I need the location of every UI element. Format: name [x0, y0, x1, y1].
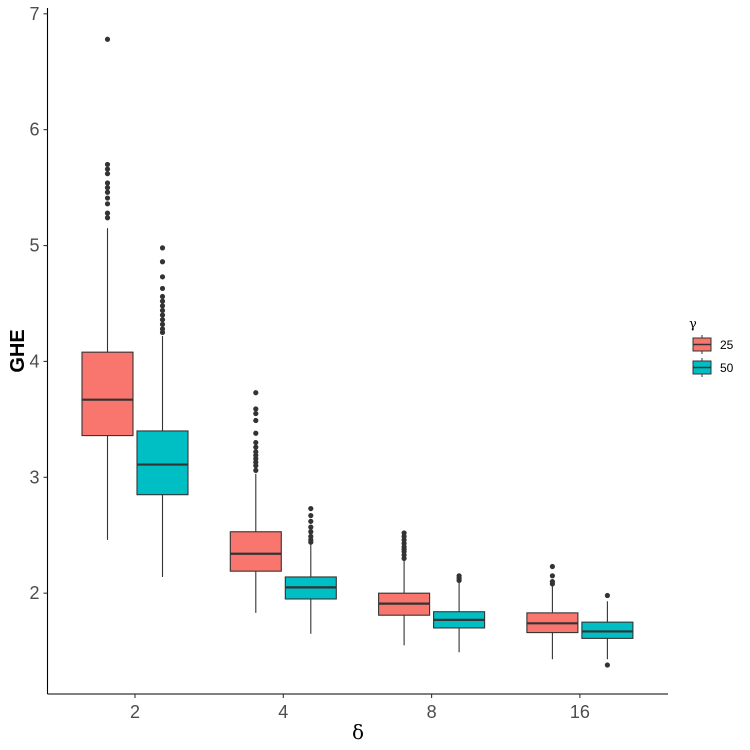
outlier-point: [308, 533, 314, 540]
outlier-point: [308, 505, 314, 512]
x-tick-label: 8: [427, 702, 437, 722]
outlier-point: [159, 321, 166, 327]
outlier-point: [253, 410, 259, 417]
outlier-point: [159, 245, 166, 251]
y-axis-title: GHE: [7, 329, 29, 372]
outlier-point: [159, 312, 166, 318]
box-iqr: [136, 430, 189, 496]
outlier-point: [159, 285, 166, 292]
box-50-16: [581, 592, 634, 668]
outlier-point: [549, 573, 556, 579]
outlier-point: [159, 303, 166, 309]
outlier-point: [308, 529, 314, 535]
box-50-2: [136, 245, 189, 577]
plot-area: [81, 36, 634, 668]
outlier-point: [456, 573, 462, 579]
x-tick-label: 2: [130, 702, 140, 722]
box-25-2: [81, 36, 134, 540]
box-iqr: [581, 621, 634, 639]
legend-label-50: 50: [720, 361, 734, 375]
outlier-point: [104, 185, 111, 191]
y-tick-label: 2: [29, 583, 39, 603]
x-axis-title: δ: [352, 720, 364, 744]
outlier-point: [308, 518, 314, 524]
outlier-point: [104, 215, 111, 221]
outlier-point: [549, 563, 556, 570]
outlier-point: [253, 406, 259, 412]
y-tick-label: 3: [29, 467, 39, 487]
x-tick-label: 4: [278, 702, 288, 722]
outlier-point: [253, 439, 259, 446]
outlier-point: [253, 467, 259, 473]
outlier-point: [104, 171, 111, 177]
outlier-point: [159, 259, 166, 265]
outlier-point: [253, 444, 259, 450]
outlier-point: [159, 326, 166, 332]
box-iqr: [81, 351, 134, 437]
y-ticks: 2 3 4 5 6 7: [29, 4, 48, 603]
box-iqr: [229, 531, 282, 572]
outlier-point: [104, 189, 111, 195]
box-25-4: [229, 390, 282, 613]
outlier-point: [104, 36, 111, 42]
outlier-point: [253, 430, 259, 436]
y-tick-label: 7: [29, 4, 39, 24]
axes: [46, 8, 668, 695]
outlier-point: [253, 449, 259, 455]
outlier-point: [159, 307, 166, 314]
outlier-point: [549, 578, 556, 585]
outlier-point: [104, 195, 111, 201]
outlier-point: [104, 201, 111, 207]
outlier-point: [401, 530, 407, 536]
outlier-point: [159, 298, 166, 304]
outlier-point: [104, 180, 111, 186]
outlier-point: [308, 512, 314, 519]
x-ticks: 2 4 8 16: [130, 694, 590, 722]
outlier-point: [104, 161, 111, 168]
outlier-point: [253, 417, 259, 424]
outlier-point: [159, 317, 166, 323]
outlier-point: [604, 592, 611, 599]
box-50-8: [433, 573, 486, 653]
outlier-point: [308, 524, 314, 530]
legend: γ 25 50: [689, 317, 734, 377]
box-25-16: [526, 563, 579, 660]
outlier-point: [159, 274, 166, 280]
outlier-point: [159, 293, 166, 300]
outlier-point: [253, 390, 259, 396]
y-tick-label: 4: [29, 351, 39, 371]
legend-title: γ: [689, 317, 697, 332]
outlier-point: [604, 662, 611, 668]
y-tick-label: 6: [29, 120, 39, 140]
y-tick-label: 5: [29, 236, 39, 256]
legend-label-25: 25: [720, 338, 734, 352]
x-tick-label: 16: [570, 702, 590, 722]
outlier-point: [104, 210, 111, 216]
box-25-8: [378, 530, 431, 646]
box-50-4: [284, 505, 337, 634]
outlier-point: [104, 166, 111, 172]
